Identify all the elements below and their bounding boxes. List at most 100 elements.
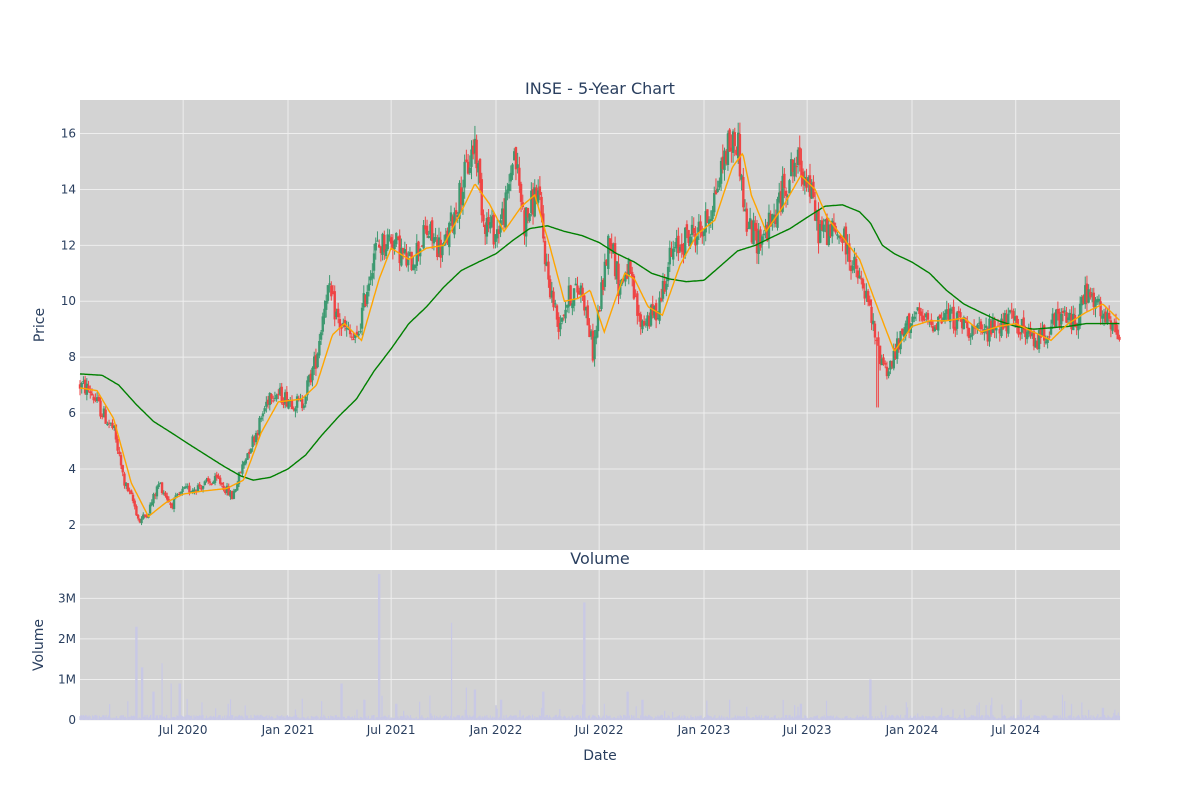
volume-bar bbox=[1110, 717, 1113, 720]
volume-bar bbox=[560, 716, 562, 720]
candle-body bbox=[825, 217, 829, 245]
volume-bar bbox=[147, 717, 149, 720]
volume-bar bbox=[305, 718, 307, 720]
candle bbox=[991, 313, 995, 333]
volume-bar bbox=[710, 716, 713, 720]
volume-bar bbox=[721, 715, 723, 720]
volume-bar bbox=[1031, 717, 1033, 720]
candle bbox=[268, 392, 271, 411]
volume-bar bbox=[556, 716, 559, 720]
candle bbox=[475, 134, 478, 177]
volume-bar bbox=[786, 715, 788, 720]
volume-bar bbox=[172, 717, 175, 720]
candle-body bbox=[1046, 338, 1049, 343]
volume-bar bbox=[597, 714, 600, 720]
candle-body bbox=[1015, 315, 1019, 327]
volume-bar bbox=[309, 718, 311, 720]
candle bbox=[133, 498, 136, 510]
volume-bar bbox=[1056, 715, 1058, 720]
volume-bar bbox=[801, 718, 804, 720]
volume-bar bbox=[400, 715, 403, 720]
volume-bar bbox=[825, 700, 828, 720]
volume-bar bbox=[843, 718, 845, 720]
candle bbox=[152, 492, 155, 507]
volume-bar bbox=[703, 717, 706, 720]
volume-bar bbox=[381, 695, 383, 720]
candle bbox=[463, 154, 466, 199]
volume-bar bbox=[979, 716, 981, 720]
candle bbox=[290, 395, 294, 410]
candle-body bbox=[699, 221, 702, 233]
candle-body bbox=[661, 280, 665, 299]
volume-bar bbox=[827, 715, 829, 720]
x-tick-label: Jan 2021 bbox=[261, 723, 315, 737]
candle bbox=[328, 275, 331, 293]
candle-body bbox=[1109, 320, 1113, 330]
volume-bar bbox=[652, 718, 654, 720]
volume-bar bbox=[727, 717, 730, 720]
volume-bar bbox=[1102, 707, 1105, 720]
candle-body bbox=[217, 476, 220, 479]
candle-body bbox=[246, 453, 249, 460]
volume-bar bbox=[617, 715, 619, 720]
candle-body bbox=[721, 156, 725, 170]
volume-bar bbox=[155, 715, 157, 720]
volume-bar bbox=[960, 718, 962, 720]
volume-bar bbox=[1013, 717, 1016, 720]
price-y-tick-label: 10 bbox=[61, 294, 76, 308]
volume-bar bbox=[300, 717, 302, 720]
candle-body bbox=[1031, 333, 1034, 336]
candle bbox=[265, 396, 268, 413]
volume-bar bbox=[506, 717, 508, 720]
candle bbox=[222, 482, 225, 492]
volume-bar bbox=[779, 718, 781, 720]
candle bbox=[360, 303, 364, 336]
candle-body bbox=[511, 164, 514, 176]
candle bbox=[232, 488, 236, 500]
volume-bar bbox=[505, 714, 507, 720]
volume-bar bbox=[985, 705, 987, 720]
volume-bar bbox=[434, 717, 437, 720]
candle-body bbox=[119, 455, 123, 466]
candle bbox=[395, 232, 398, 248]
volume-bar bbox=[658, 716, 660, 720]
volume-bar bbox=[1114, 709, 1116, 720]
volume-bar bbox=[791, 716, 793, 720]
volume-bar bbox=[357, 718, 359, 720]
x-tick-label: Jul 2024 bbox=[990, 723, 1040, 737]
volume-plot-area bbox=[80, 570, 1120, 720]
candle bbox=[468, 155, 471, 175]
volume-bar bbox=[740, 716, 742, 720]
volume-bar bbox=[885, 705, 887, 720]
candle bbox=[579, 282, 583, 303]
candle bbox=[673, 241, 677, 252]
volume-bar bbox=[139, 718, 142, 720]
volume-bar bbox=[856, 715, 858, 720]
volume-bar bbox=[308, 718, 310, 720]
candle-body bbox=[644, 323, 648, 325]
volume-bar bbox=[634, 718, 636, 720]
candle-body bbox=[670, 248, 673, 257]
volume-bar bbox=[246, 715, 249, 720]
candle-body bbox=[191, 489, 195, 493]
candle-body bbox=[473, 138, 477, 154]
volume-bar bbox=[1075, 717, 1077, 720]
candle-body bbox=[639, 314, 642, 327]
candle-body bbox=[552, 291, 555, 308]
volume-bar bbox=[620, 716, 622, 720]
candle-body bbox=[1063, 310, 1066, 312]
candle-body bbox=[571, 303, 574, 309]
volume-bar bbox=[151, 718, 153, 720]
candle bbox=[778, 182, 781, 204]
volume-bar bbox=[894, 718, 896, 720]
volume-bar bbox=[113, 717, 115, 720]
volume-bar bbox=[773, 715, 775, 720]
candle-body bbox=[832, 222, 836, 227]
candle bbox=[560, 317, 564, 325]
candle-body bbox=[324, 300, 328, 310]
volume-bar bbox=[264, 716, 266, 720]
candle-body bbox=[1087, 289, 1090, 303]
volume-chart-title: Volume bbox=[570, 549, 630, 568]
candle-body bbox=[338, 319, 342, 328]
candle-body bbox=[164, 492, 167, 497]
